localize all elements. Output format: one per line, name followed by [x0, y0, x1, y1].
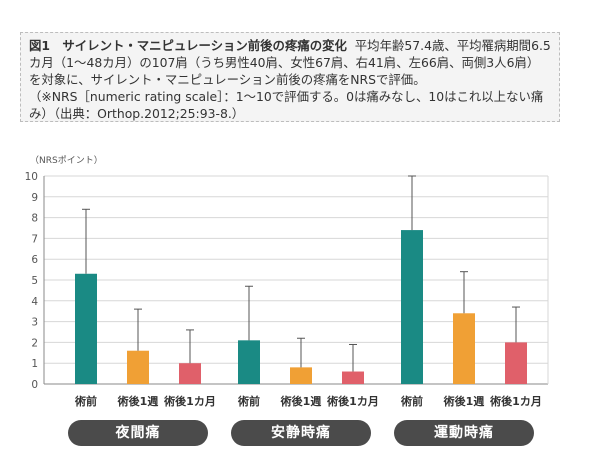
category-label: 術後1カ月 [489, 394, 542, 408]
bar [238, 340, 260, 384]
figure-title: 図1 サイレント・マニピュレーション前後の疼痛の変化 [29, 38, 347, 53]
y-tick-label: 7 [31, 233, 38, 245]
figure-caption: 図1 サイレント・マニピュレーション前後の疼痛の変化 平均年齢57.4歳、平均罹… [20, 32, 560, 122]
y-axis-unit-label: （NRSポイント） [30, 155, 103, 166]
y-tick-label: 9 [31, 192, 38, 204]
category-label: 術後1週 [443, 394, 485, 408]
category-label-layer: 術前 術後1週 術後1カ月 術前 術後1週 術後1カ月 術前 術後1週 術後1カ月 [74, 394, 542, 408]
bar [401, 230, 423, 384]
category-label: 術前 [237, 394, 260, 408]
y-tick-label: 1 [31, 358, 38, 370]
category-label: 術後1週 [280, 394, 322, 408]
figure-description: 平均年齢57.4歳、平均罹病期間6.5カ月（1〜48カ月）の107肩（うち男性4… [29, 38, 551, 87]
y-tick-label: 6 [31, 254, 38, 266]
category-label: 術後1週 [117, 394, 159, 408]
bar-layer [75, 175, 527, 384]
bar [127, 350, 149, 384]
category-label: 術前 [400, 394, 423, 408]
category-label: 術前 [74, 394, 97, 408]
y-tick-label: 4 [31, 296, 38, 308]
y-tick-label: 3 [31, 317, 38, 329]
category-label: 術後1カ月 [163, 394, 216, 408]
bar [179, 363, 201, 384]
group-label-pill: 安静時痛 [231, 420, 371, 446]
y-tick-label: 2 [31, 337, 38, 349]
bar [505, 342, 527, 384]
bar [290, 367, 312, 384]
bar [453, 313, 475, 384]
figure-note: （※NRS［numeric rating scale］：1〜10で評価する。0は… [29, 89, 544, 121]
bar [75, 273, 97, 384]
group-label-pill: 運動時痛 [394, 420, 534, 446]
category-label: 術後1カ月 [326, 394, 379, 408]
y-tick-label: 8 [31, 213, 38, 225]
group-label-pill: 夜間痛 [68, 420, 208, 446]
y-tick-label: 0 [31, 379, 38, 391]
y-tick-label: 10 [25, 171, 38, 183]
y-tick-label: 5 [31, 275, 38, 287]
bar [342, 371, 364, 384]
